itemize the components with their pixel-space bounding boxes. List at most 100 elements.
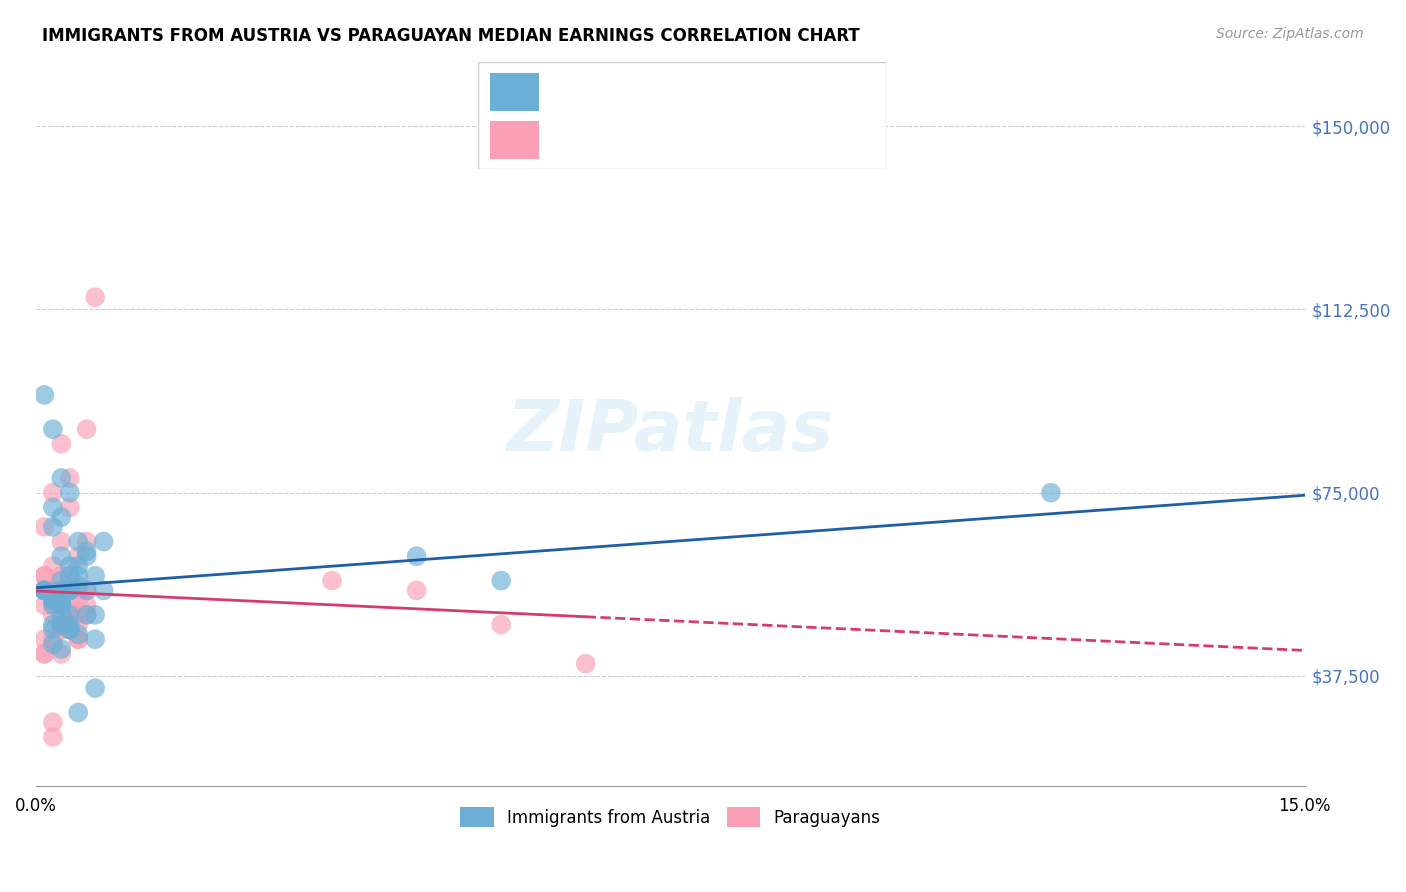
Point <box>59 568 82 582</box>
Point <box>51 647 73 661</box>
Point <box>59 568 82 582</box>
Text: R =: R = <box>551 84 585 99</box>
Point <box>51 510 73 524</box>
Point <box>51 471 73 485</box>
Point <box>59 471 82 485</box>
Point <box>67 632 90 647</box>
Point <box>405 549 427 564</box>
Point <box>42 715 65 730</box>
Text: -0.018: -0.018 <box>609 84 662 99</box>
Point <box>51 598 73 612</box>
Point <box>51 607 73 622</box>
Point <box>59 623 82 637</box>
Point <box>59 485 82 500</box>
Point <box>42 485 65 500</box>
Point <box>42 500 65 515</box>
Point <box>42 637 65 651</box>
Point <box>59 623 82 637</box>
Point <box>59 623 82 637</box>
Point <box>405 583 427 598</box>
Point <box>34 568 56 582</box>
Point <box>42 520 65 534</box>
Point <box>67 632 90 647</box>
Text: Source: ZipAtlas.com: Source: ZipAtlas.com <box>1216 27 1364 41</box>
FancyBboxPatch shape <box>491 73 540 111</box>
Point <box>84 607 107 622</box>
Point <box>34 598 56 612</box>
Point <box>67 706 90 720</box>
Point <box>59 583 82 598</box>
Point <box>321 574 343 588</box>
Point <box>34 583 56 598</box>
Point <box>51 593 73 607</box>
Legend: Immigrants from Austria, Paraguayans: Immigrants from Austria, Paraguayans <box>454 800 887 834</box>
Point <box>84 568 107 582</box>
Point <box>51 568 73 582</box>
Point <box>42 607 65 622</box>
Point <box>51 617 73 632</box>
Point <box>42 593 65 607</box>
Point <box>34 388 56 402</box>
Point <box>51 588 73 602</box>
Text: N = 66: N = 66 <box>723 132 780 147</box>
Point <box>1039 485 1062 500</box>
Point <box>51 617 73 632</box>
Point <box>51 588 73 602</box>
Point <box>51 617 73 632</box>
Point <box>67 583 90 598</box>
Text: N = 56: N = 56 <box>723 84 780 99</box>
Point <box>42 632 65 647</box>
Point <box>67 593 90 607</box>
Point <box>59 617 82 632</box>
Point <box>51 607 73 622</box>
Point <box>59 623 82 637</box>
Point <box>93 583 115 598</box>
Point <box>42 598 65 612</box>
FancyBboxPatch shape <box>491 121 540 159</box>
Point <box>76 583 98 598</box>
Point <box>59 583 82 598</box>
Point <box>51 642 73 657</box>
Point <box>51 598 73 612</box>
Point <box>59 607 82 622</box>
Point <box>76 534 98 549</box>
Point <box>51 607 73 622</box>
Point <box>84 681 107 695</box>
Point <box>67 627 90 641</box>
Point <box>59 583 82 598</box>
Point <box>67 607 90 622</box>
Point <box>76 583 98 598</box>
Point <box>76 607 98 622</box>
Point <box>42 593 65 607</box>
Point <box>59 617 82 632</box>
Point <box>42 583 65 598</box>
Text: -0.143: -0.143 <box>609 132 662 147</box>
Point <box>42 558 65 573</box>
Point <box>67 534 90 549</box>
Point <box>34 583 56 598</box>
Point <box>76 544 98 558</box>
Point <box>59 500 82 515</box>
Point <box>51 437 73 451</box>
Point <box>59 583 82 598</box>
Point <box>51 598 73 612</box>
Point <box>93 534 115 549</box>
Point <box>34 583 56 598</box>
Point <box>67 617 90 632</box>
Point <box>34 632 56 647</box>
Point <box>51 617 73 632</box>
Point <box>67 568 90 582</box>
FancyBboxPatch shape <box>478 62 886 169</box>
Point <box>42 583 65 598</box>
Point <box>34 647 56 661</box>
Text: IMMIGRANTS FROM AUSTRIA VS PARAGUAYAN MEDIAN EARNINGS CORRELATION CHART: IMMIGRANTS FROM AUSTRIA VS PARAGUAYAN ME… <box>42 27 860 45</box>
Point <box>51 534 73 549</box>
Point <box>42 583 65 598</box>
Point <box>42 617 65 632</box>
Point <box>575 657 598 671</box>
Point <box>489 574 512 588</box>
Point <box>34 583 56 598</box>
Point <box>34 647 56 661</box>
Point <box>34 568 56 582</box>
Point <box>42 422 65 436</box>
